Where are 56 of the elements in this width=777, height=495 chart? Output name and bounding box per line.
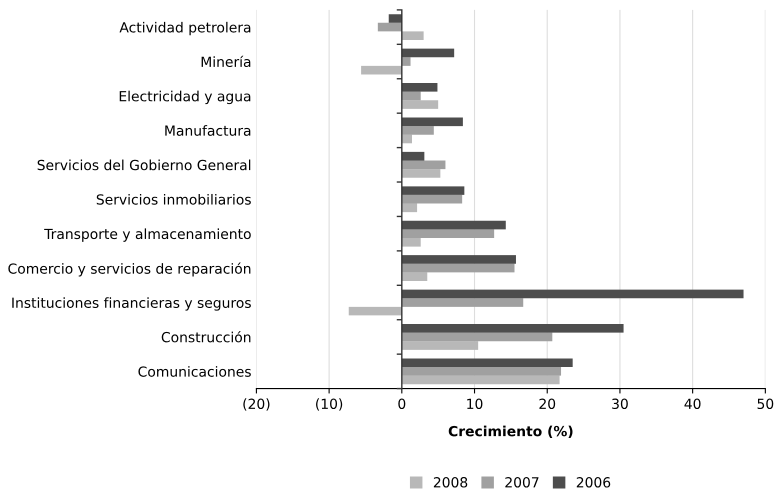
bar <box>348 306 402 316</box>
bar <box>402 272 428 281</box>
bar <box>378 22 402 32</box>
bar <box>402 376 560 384</box>
bar <box>402 290 744 298</box>
bar <box>361 66 402 74</box>
x-tick-label: 20 <box>539 398 556 410</box>
y-tick-label: Servicios inmobiliarios <box>96 194 251 205</box>
x-tick-label: 40 <box>684 398 701 410</box>
bar <box>402 298 524 307</box>
legend-label: 2008 <box>434 477 468 488</box>
bar <box>402 186 464 195</box>
x-tick-label: (20) <box>243 398 270 411</box>
bar <box>402 238 421 247</box>
y-tick-label: Construcción <box>162 331 250 342</box>
bar <box>402 220 506 230</box>
x-tick-label: 50 <box>758 398 774 410</box>
y-tick-label: Manufactura <box>165 125 250 136</box>
bar <box>402 341 478 350</box>
bar <box>402 117 463 126</box>
x-tick-label: 10 <box>467 398 482 410</box>
bar <box>402 358 573 368</box>
bar <box>402 134 412 144</box>
bar <box>402 204 418 212</box>
bar <box>402 194 462 204</box>
x-tick-label: 0 <box>398 398 406 410</box>
y-tick-label: Transporte y almacenamiento <box>44 228 251 242</box>
bar <box>402 160 446 170</box>
bar <box>402 126 434 135</box>
bar <box>402 100 438 109</box>
y-tick-label: Electricidad y agua <box>120 90 250 104</box>
bar <box>402 332 552 342</box>
y-tick-label: Minería <box>202 56 250 68</box>
y-tick-label: Comunicaciones <box>138 366 251 377</box>
bar <box>402 367 562 376</box>
y-tick-label: Actividad petrolera <box>119 22 250 36</box>
bar <box>402 83 438 92</box>
bar <box>402 31 424 40</box>
x-tick-label: (10) <box>316 398 342 411</box>
legend-label: 2006 <box>576 477 610 488</box>
y-tick-label: Instituciones financieras y seguros <box>12 297 251 311</box>
y-tick-label: Comercio y servicios de reparación <box>8 262 250 277</box>
bar <box>402 48 454 58</box>
bar <box>402 169 440 178</box>
bar <box>402 255 516 264</box>
x-axis-title: Crecimiento (%) <box>448 426 572 438</box>
y-tick-label: Servicios del Gobierno General <box>38 160 250 170</box>
bar <box>402 324 624 333</box>
bar <box>402 92 421 100</box>
bar <box>402 57 411 66</box>
bar <box>402 229 494 238</box>
x-tick-label: 30 <box>612 398 628 410</box>
bar <box>402 152 424 161</box>
legend-label: 2007 <box>505 477 538 488</box>
bar <box>388 14 402 23</box>
bar <box>402 264 515 272</box>
